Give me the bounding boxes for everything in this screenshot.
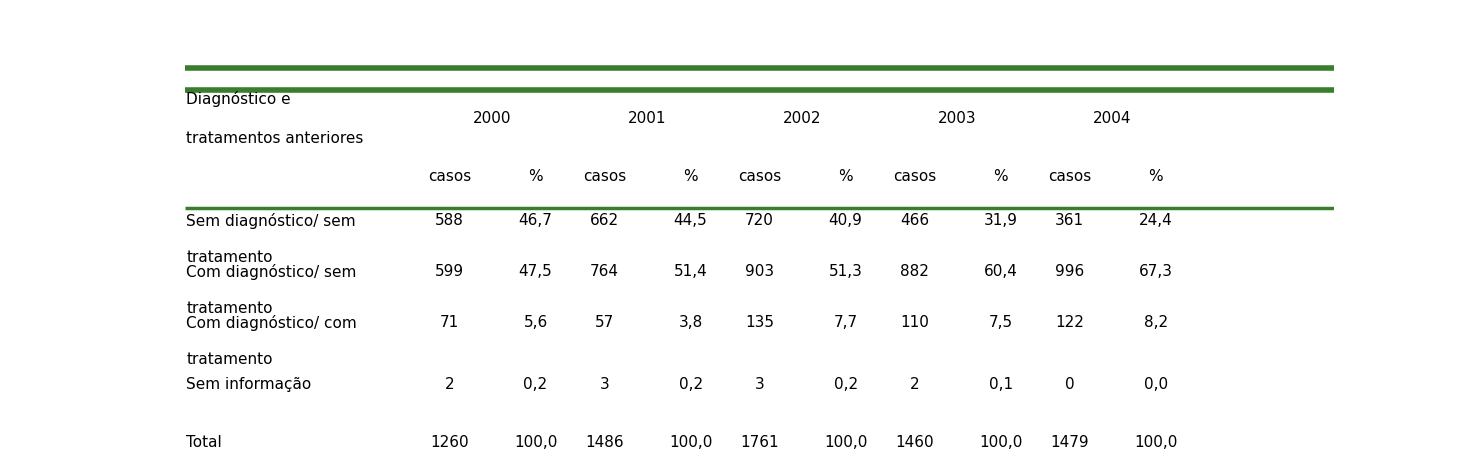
Text: 0,2: 0,2 — [679, 377, 702, 392]
Text: %: % — [683, 169, 698, 184]
Text: 57: 57 — [594, 315, 614, 330]
Text: 0,2: 0,2 — [833, 377, 858, 392]
Text: 588: 588 — [436, 213, 464, 228]
Text: 0,1: 0,1 — [988, 377, 1012, 392]
Text: Total: Total — [187, 435, 222, 450]
Text: 466: 466 — [900, 213, 929, 228]
Text: 662: 662 — [590, 213, 619, 228]
Text: tratamento: tratamento — [187, 300, 273, 315]
Text: 60,4: 60,4 — [984, 264, 1018, 279]
Text: 1460: 1460 — [895, 435, 934, 450]
Text: 882: 882 — [900, 264, 929, 279]
Text: 51,4: 51,4 — [674, 264, 707, 279]
Text: casos: casos — [894, 169, 937, 184]
Text: 7,5: 7,5 — [988, 315, 1012, 330]
Text: 100,0: 100,0 — [668, 435, 713, 450]
Text: tratamento: tratamento — [187, 250, 273, 264]
Text: casos: casos — [428, 169, 471, 184]
Text: 2003: 2003 — [938, 111, 977, 126]
Text: 51,3: 51,3 — [828, 264, 863, 279]
Text: 47,5: 47,5 — [519, 264, 553, 279]
Text: 3: 3 — [600, 377, 609, 392]
Text: %: % — [1149, 169, 1163, 184]
Text: casos: casos — [1048, 169, 1091, 184]
Text: 110: 110 — [900, 315, 929, 330]
Text: 0: 0 — [1066, 377, 1074, 392]
Text: 5,6: 5,6 — [523, 315, 548, 330]
Text: 71: 71 — [440, 315, 459, 330]
Text: 764: 764 — [590, 264, 619, 279]
Text: tratamento: tratamento — [187, 351, 273, 367]
Text: casos: casos — [738, 169, 781, 184]
Text: 1260: 1260 — [430, 435, 468, 450]
Text: 135: 135 — [745, 315, 774, 330]
Text: Com diagnóstico/ sem: Com diagnóstico/ sem — [187, 263, 357, 280]
Text: 122: 122 — [1055, 315, 1083, 330]
Text: 599: 599 — [434, 264, 464, 279]
Text: casos: casos — [582, 169, 625, 184]
Text: 2: 2 — [910, 377, 919, 392]
Text: %: % — [993, 169, 1008, 184]
Text: 40,9: 40,9 — [828, 213, 863, 228]
Text: %: % — [839, 169, 854, 184]
Text: 0,2: 0,2 — [523, 377, 548, 392]
Text: 7,7: 7,7 — [833, 315, 858, 330]
Text: 903: 903 — [745, 264, 774, 279]
Text: 996: 996 — [1055, 264, 1085, 279]
Text: 2002: 2002 — [782, 111, 821, 126]
Text: 44,5: 44,5 — [674, 213, 707, 228]
Text: 46,7: 46,7 — [519, 213, 553, 228]
Text: 2000: 2000 — [473, 111, 511, 126]
Text: Sem informação: Sem informação — [187, 377, 311, 392]
Text: 2001: 2001 — [628, 111, 667, 126]
Text: 100,0: 100,0 — [514, 435, 557, 450]
Text: 3: 3 — [754, 377, 765, 392]
Text: %: % — [528, 169, 542, 184]
Text: 1486: 1486 — [585, 435, 624, 450]
Text: 67,3: 67,3 — [1138, 264, 1172, 279]
Text: 100,0: 100,0 — [980, 435, 1023, 450]
Text: 100,0: 100,0 — [824, 435, 867, 450]
Text: 361: 361 — [1055, 213, 1085, 228]
Text: 24,4: 24,4 — [1138, 213, 1172, 228]
Text: tratamentos anteriores: tratamentos anteriores — [187, 131, 363, 146]
Text: 0,0: 0,0 — [1144, 377, 1168, 392]
Text: 2: 2 — [445, 377, 453, 392]
Text: 31,9: 31,9 — [984, 213, 1018, 228]
Text: Com diagnóstico/ com: Com diagnóstico/ com — [187, 315, 357, 331]
Text: 2004: 2004 — [1092, 111, 1131, 126]
Text: 1761: 1761 — [740, 435, 780, 450]
Text: 3,8: 3,8 — [679, 315, 702, 330]
Text: 1479: 1479 — [1051, 435, 1089, 450]
Text: Diagnóstico e: Diagnóstico e — [187, 91, 290, 106]
Text: 100,0: 100,0 — [1134, 435, 1178, 450]
Text: Sem diagnóstico/ sem: Sem diagnóstico/ sem — [187, 213, 356, 228]
Text: 720: 720 — [745, 213, 774, 228]
Text: 8,2: 8,2 — [1144, 315, 1168, 330]
